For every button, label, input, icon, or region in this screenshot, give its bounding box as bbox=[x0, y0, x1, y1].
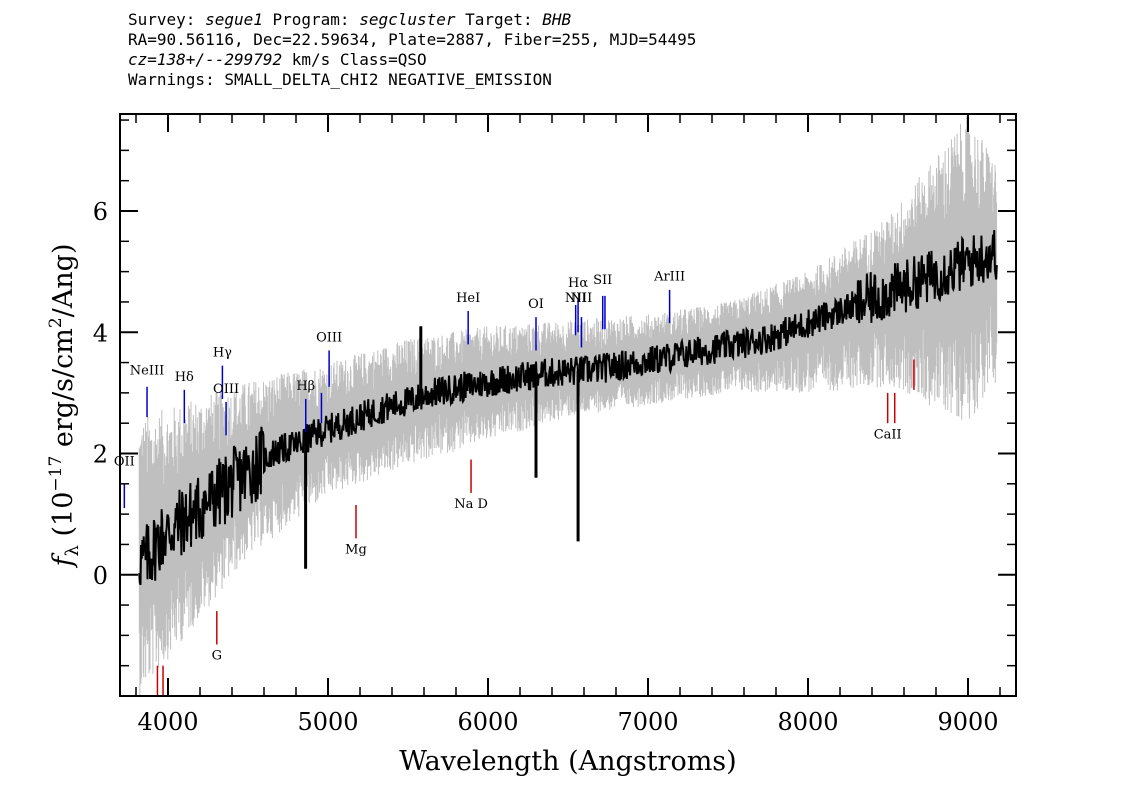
y-label-close: /Ang) bbox=[48, 244, 79, 318]
y-label-exp: −17 bbox=[46, 456, 66, 492]
program-value: segcluster bbox=[359, 10, 456, 29]
x-tick-label: 5000 bbox=[297, 708, 358, 736]
y-label-open: (10 bbox=[48, 492, 79, 545]
y-label-mid: erg/s/cm bbox=[48, 328, 79, 456]
header-line-warnings: Warnings: SMALL_DELTA_CHI2 NEGATIVE_EMIS… bbox=[128, 70, 552, 89]
y-axis-label: fλ (10−17 erg/s/cm2/Ang) bbox=[46, 244, 83, 569]
spectrum-header: Survey: segue1 Program: segcluster Targe… bbox=[128, 10, 696, 90]
absorption-line-label: Mg bbox=[345, 543, 367, 558]
emission-line-label: ArIII bbox=[653, 270, 685, 285]
y-tick-label: 2 bbox=[93, 441, 108, 469]
flux-layer bbox=[138, 230, 998, 586]
redshift-value: cz=138+/--299792 bbox=[128, 50, 283, 69]
survey-value: segue1 bbox=[205, 10, 263, 29]
emission-line-label: Hδ bbox=[175, 370, 194, 385]
emission-line-label: NII bbox=[571, 291, 593, 306]
x-tick-label: 4000 bbox=[137, 708, 198, 736]
plot-frame bbox=[119, 113, 1017, 697]
emission-line-label: NeIII bbox=[130, 364, 164, 379]
target-label: Target: bbox=[455, 10, 543, 29]
line-markers-layer bbox=[123, 289, 915, 696]
y-label-exp2: 2 bbox=[46, 317, 66, 328]
x-tick-label: 6000 bbox=[457, 708, 518, 736]
emission-line-label: Hβ bbox=[296, 379, 315, 394]
emission-line-label: HeI bbox=[456, 291, 480, 306]
y-tick-label: 4 bbox=[93, 319, 108, 347]
emission-line-label: SII bbox=[593, 273, 612, 288]
x-axis-label: Wavelength (Angstroms) bbox=[399, 746, 736, 777]
axis-ticks bbox=[120, 114, 1016, 696]
y-label-sub: λ bbox=[62, 545, 83, 556]
emission-line-label: NII bbox=[565, 291, 587, 306]
emission-line-label: OII bbox=[114, 455, 135, 470]
emission-line-label: OIII bbox=[316, 330, 342, 345]
axis-tick-labels: 4000 5000 6000 7000 8000 9000 0 2 4 6 bbox=[93, 198, 999, 736]
header-line-redshift: cz=138+/--299792 km/s Class=QSO bbox=[128, 50, 696, 70]
y-tick-label: 0 bbox=[93, 562, 108, 590]
survey-label: Survey: bbox=[128, 10, 206, 29]
header-line-survey: Survey: segue1 Program: segcluster Targe… bbox=[128, 10, 696, 30]
emission-line-label: Hα bbox=[568, 276, 588, 291]
x-tick-label: 7000 bbox=[617, 708, 678, 736]
emission-line-label: OI bbox=[528, 297, 544, 312]
absorption-line-label: Na D bbox=[454, 497, 488, 512]
error-band-layer bbox=[138, 115, 998, 696]
x-tick-label: 8000 bbox=[777, 708, 838, 736]
y-tick-label: 6 bbox=[93, 198, 108, 226]
absorption-line-label: G bbox=[212, 649, 222, 664]
error-band bbox=[138, 115, 998, 696]
flux-line bbox=[138, 230, 998, 586]
target-value: BHB bbox=[542, 10, 572, 29]
header-line-coords: RA=90.56116, Dec=22.59634, Plate=2887, F… bbox=[128, 30, 697, 49]
program-label: Program: bbox=[262, 10, 360, 29]
absorption-line-label: CaII bbox=[874, 427, 902, 442]
emission-line-label: Hγ bbox=[213, 346, 232, 361]
x-tick-label: 9000 bbox=[937, 708, 998, 736]
emission-line-label: OIII bbox=[213, 382, 239, 397]
class-text: km/s Class=QSO bbox=[282, 50, 427, 69]
